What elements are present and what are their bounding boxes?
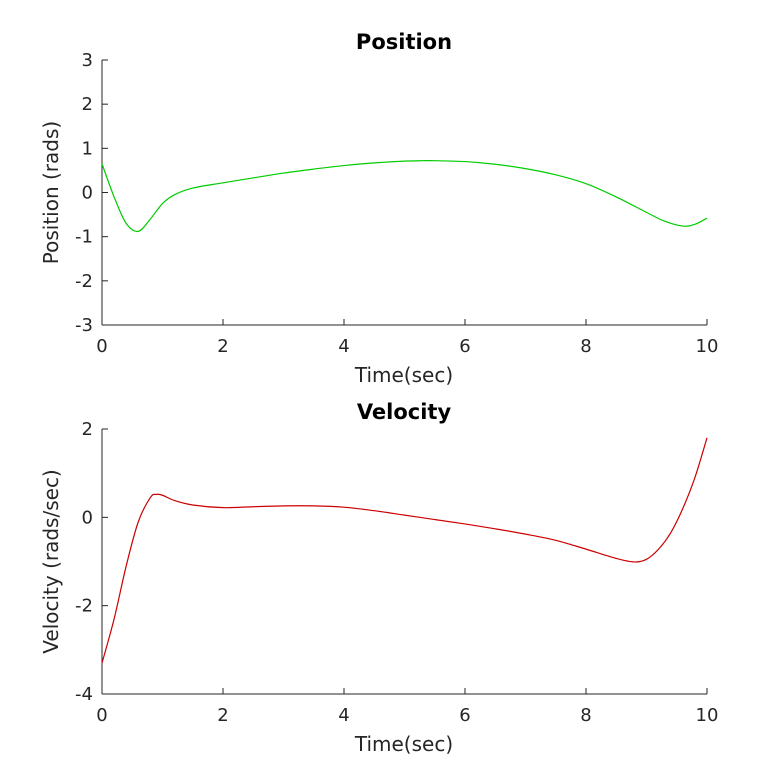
velocity-chart-title: Velocity xyxy=(357,400,452,424)
position-x-tick-label: 0 xyxy=(96,336,107,357)
position-y-tick-label: -1 xyxy=(75,227,93,248)
position-y-tick-label: 1 xyxy=(82,138,93,159)
velocity-y-tick-label: 0 xyxy=(82,507,93,528)
position-x-tick-label: 2 xyxy=(217,336,228,357)
position-x-tick-label: 6 xyxy=(459,336,470,357)
position-y-tick-label: -2 xyxy=(75,271,93,292)
velocity-x-axis-label: Time(sec) xyxy=(354,732,453,756)
velocity-x-tick-label: 8 xyxy=(580,705,591,726)
velocity-x-tick-label: 10 xyxy=(696,705,719,726)
velocity-y-axis-label: Velocity (rads/sec) xyxy=(39,469,63,653)
position-chart-title: Position xyxy=(356,30,452,54)
position-x-axis-label: Time(sec) xyxy=(354,363,453,387)
position-chart: Position Time(sec) Position (rads) 0 2 4 6 8… xyxy=(39,30,718,387)
velocity-chart: Velocity Time(sec) Velocity (rads/sec) 0… xyxy=(39,400,718,756)
velocity-y-tick-label: -4 xyxy=(75,684,93,705)
velocity-y-tick-label: 2 xyxy=(82,419,93,440)
velocity-x-tick-label: 2 xyxy=(217,705,228,726)
position-y-tick-label: 3 xyxy=(82,50,93,71)
position-x-tick-label: 8 xyxy=(580,336,591,357)
velocity-x-tick-label: 0 xyxy=(96,705,107,726)
position-x-tick-label: 4 xyxy=(338,336,349,357)
velocity-series-line xyxy=(101,437,708,664)
velocity-x-tick-label: 4 xyxy=(338,705,349,726)
position-y-axis-label: Position (rads) xyxy=(39,121,63,264)
velocity-x-tick-label: 6 xyxy=(459,705,470,726)
position-x-tick-label: 10 xyxy=(696,336,719,357)
position-y-tick-label: -3 xyxy=(75,315,93,336)
velocity-y-tick-label: -2 xyxy=(75,596,93,617)
position-y-tick-label: 0 xyxy=(82,183,93,204)
position-series-line xyxy=(101,160,708,233)
position-y-tick-label: 2 xyxy=(82,94,93,115)
